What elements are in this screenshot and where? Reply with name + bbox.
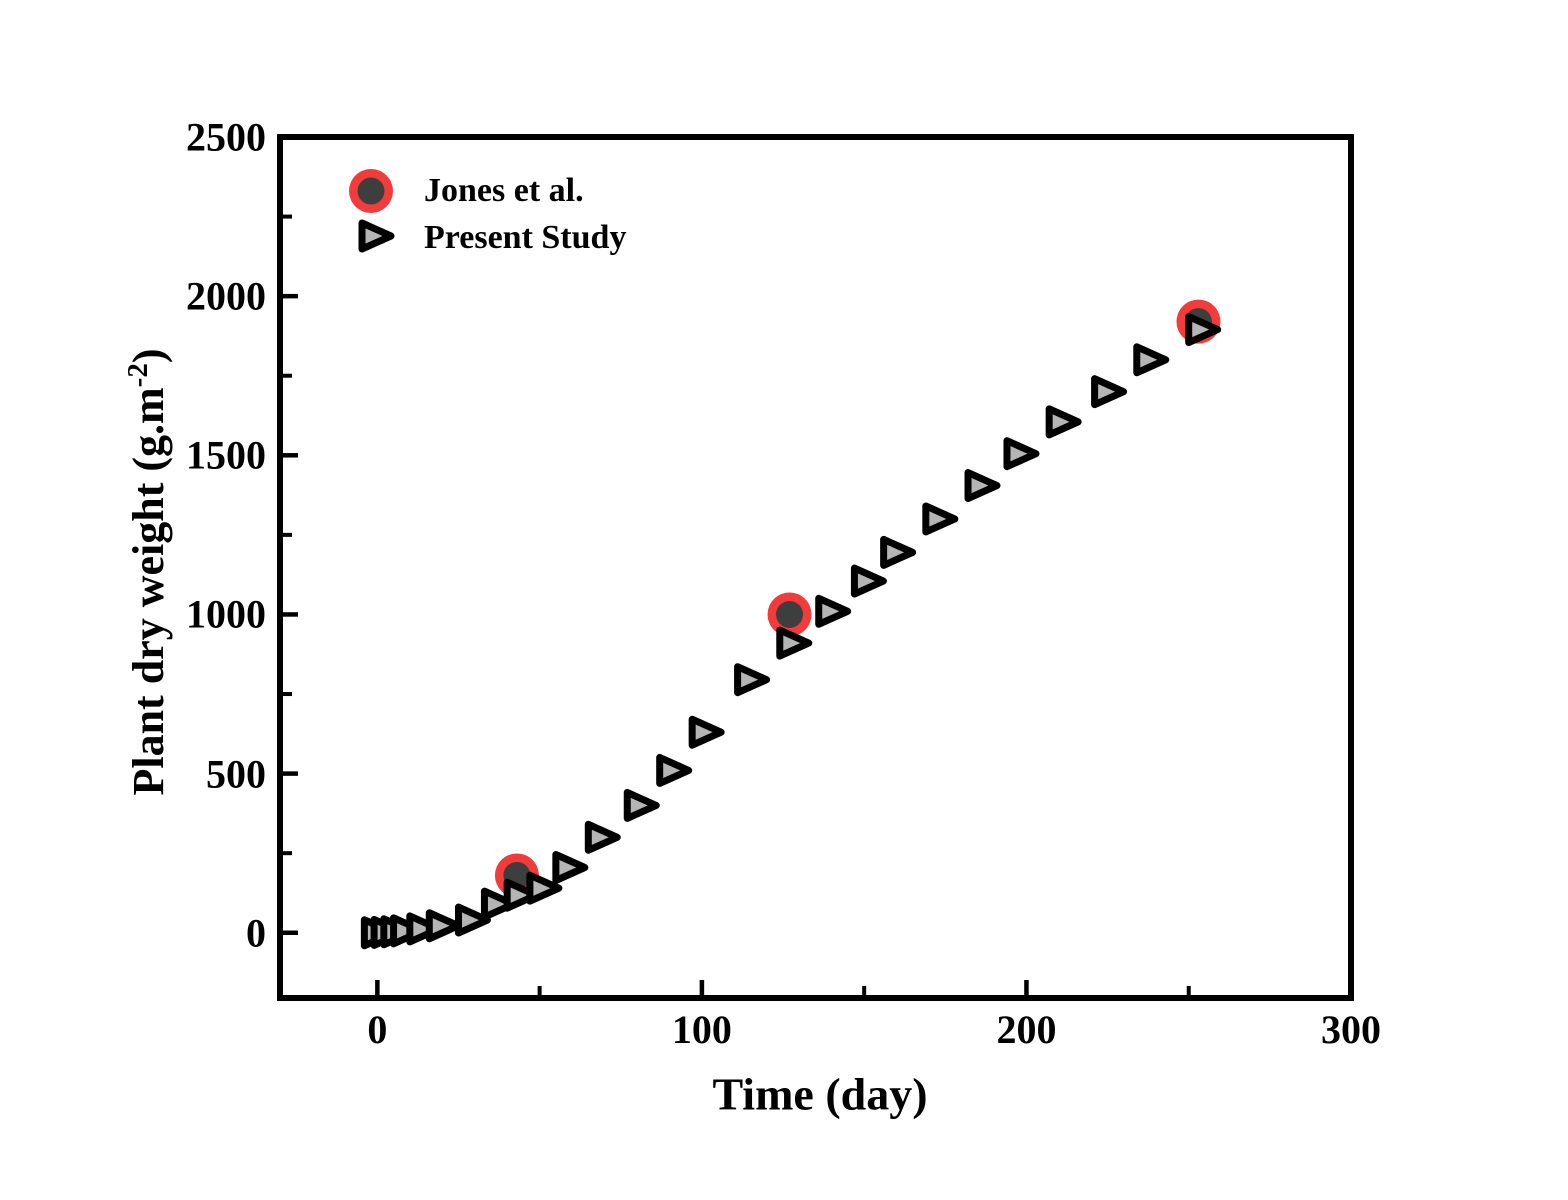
present-study-data-point [454,903,491,937]
y-tick-label-0: 0 [246,910,266,956]
legend-circle-marker-inner [357,177,385,205]
present-study-data-point [1045,405,1082,439]
present-study-data-point [480,887,517,921]
legend-label-present-study: Present Study [424,219,627,256]
y-tick-label-500: 500 [206,751,266,797]
present-study-data-point [584,820,621,854]
present-study-data-point [688,715,725,749]
y-tick-label-2000: 2000 [186,273,266,319]
present-study-data-point [734,663,771,697]
y-axis-title-superscript: -2 [122,363,155,388]
present-study-data-point [1133,343,1170,377]
present-study-data-point [1185,313,1222,347]
x-axis-title: Time (day) [712,1068,928,1120]
present-study-data-point [922,502,959,536]
present-study-data-point [776,626,813,660]
y-tick-label-1000: 1000 [186,591,266,637]
legend-triangle-marker [358,219,395,253]
y-axis-title-close: ) [123,348,173,364]
x-tick-label-200: 200 [996,1007,1057,1052]
jones-data-point-inner [776,600,804,628]
present-study-data-point [526,871,563,905]
present-study-data-point [503,878,540,912]
x-tick-label-0: 0 [367,1007,388,1052]
y-tick-label-2500: 2500 [186,114,266,160]
present-study-data-point [1091,375,1128,409]
present-study-data-point [880,535,917,569]
present-study-data-point [406,912,443,946]
y-axis-title-main: Plant dry weight (g.m [123,387,173,796]
present-study-data-point [623,788,660,822]
present-study-data-point [1003,437,1040,471]
present-study-data-point [850,564,887,598]
x-tick-label-100: 100 [671,1007,732,1052]
y-tick-label-1500: 1500 [186,432,266,478]
present-study-data-point [964,469,1001,503]
y-axis-title: Plant dry weight (g.m-2) [122,348,174,795]
plot-frame [277,134,1354,1001]
x-tick-label-300: 300 [1321,1007,1381,1052]
present-study-data-point [425,909,462,943]
present-study-data-point [815,594,852,628]
present-study-data-point [656,753,693,787]
legend-label-jones-et-al: Jones et al. [424,172,584,209]
present-study-data-point [552,850,589,884]
